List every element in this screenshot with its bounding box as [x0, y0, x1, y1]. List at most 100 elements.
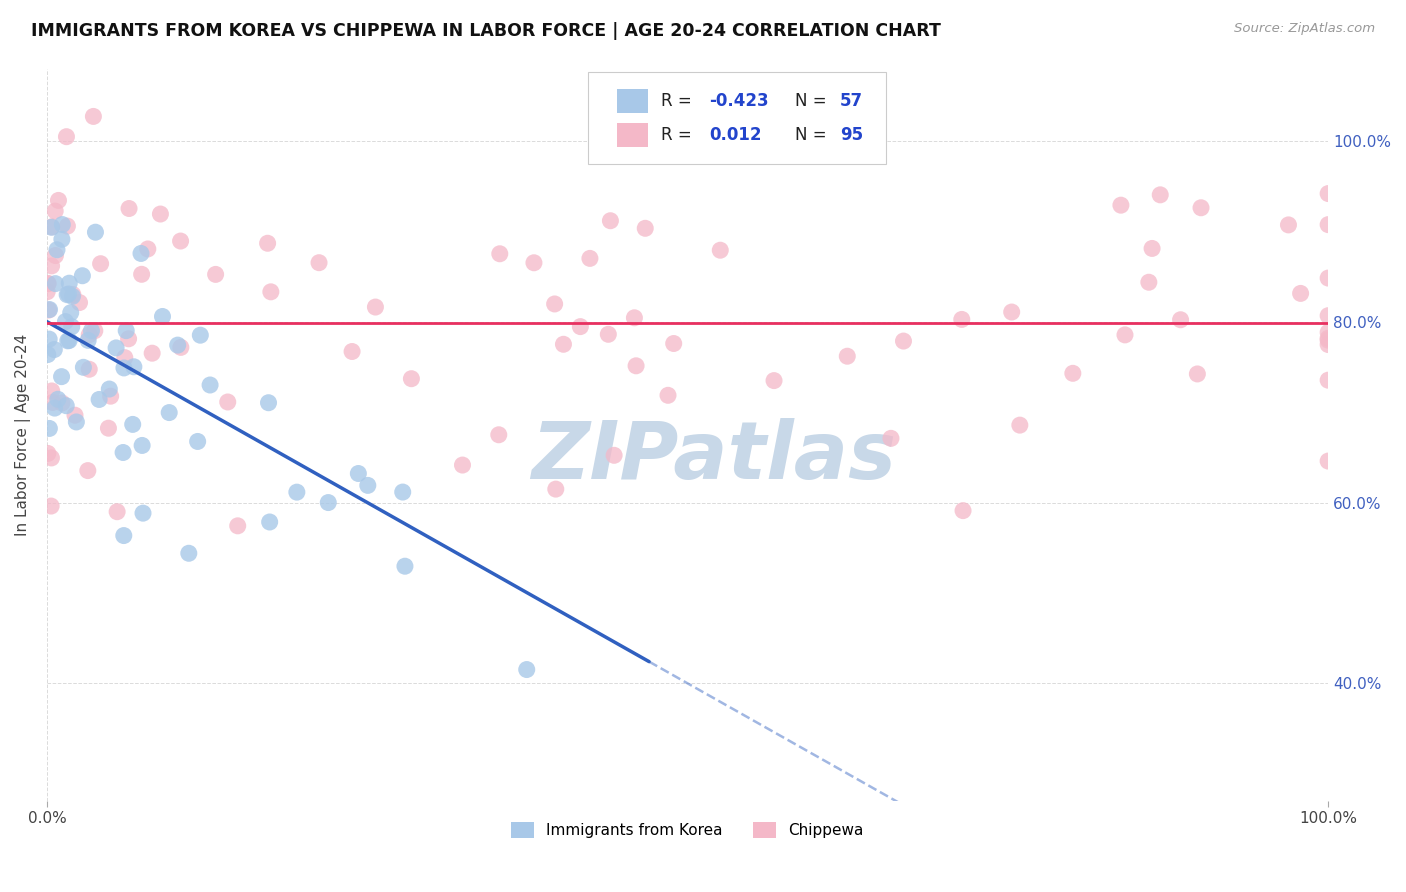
Point [308, 255, 330, 269]
Point [51, 369, 73, 384]
Point [152, 310, 174, 324]
Point [59, 306, 82, 320]
Point [204, 268, 226, 282]
Point [41, 259, 63, 273]
Point [63, 408, 86, 422]
Point [51, 232, 73, 246]
Point [391, 485, 413, 500]
Point [37, 277, 59, 291]
FancyBboxPatch shape [617, 89, 648, 112]
Point [347, 467, 370, 481]
Point [187, 434, 209, 449]
Point [56, 287, 79, 301]
Point [44, 204, 66, 219]
Point [44, 277, 66, 291]
Point [634, 221, 657, 235]
Point [89, 392, 111, 407]
Point [1008, 418, 1031, 433]
Point [1317, 326, 1340, 340]
Point [41, 384, 63, 398]
Point [170, 340, 193, 354]
FancyBboxPatch shape [617, 123, 648, 146]
Point [105, 505, 128, 519]
Point [131, 438, 153, 452]
Point [316, 495, 339, 509]
Point [76, 464, 98, 478]
Text: R =: R = [661, 92, 696, 110]
Point [82, 110, 104, 124]
Point [488, 427, 510, 442]
Text: N =: N = [796, 92, 832, 110]
Point [217, 395, 239, 409]
Text: 57: 57 [839, 92, 863, 110]
Point [37, 285, 59, 299]
Point [516, 663, 538, 677]
Point [157, 406, 180, 420]
Point [579, 252, 602, 266]
Point [1317, 218, 1340, 232]
Point [763, 374, 786, 388]
Point [115, 324, 138, 338]
Text: ZIPatlas: ZIPatlas [530, 417, 896, 496]
Point [38, 421, 60, 435]
Point [55, 129, 77, 144]
Point [97, 421, 120, 435]
Point [569, 319, 592, 334]
Point [149, 207, 172, 221]
Point [1140, 242, 1163, 256]
Point [1289, 286, 1312, 301]
Point [41, 450, 63, 465]
Point [72, 360, 94, 375]
Point [62, 287, 84, 301]
Point [56, 334, 79, 348]
Point [623, 310, 645, 325]
Point [543, 297, 565, 311]
Point [893, 334, 915, 348]
Point [112, 445, 135, 459]
Point [260, 285, 283, 299]
Point [41, 219, 63, 234]
Point [80, 324, 103, 338]
Point [1109, 198, 1132, 212]
Point [112, 528, 135, 542]
Point [837, 349, 859, 363]
Point [56, 219, 79, 233]
Point [603, 448, 626, 462]
Point [1277, 218, 1299, 232]
Point [84, 225, 107, 239]
Point [136, 242, 159, 256]
Point [1317, 373, 1340, 387]
Point [1170, 312, 1192, 326]
Point [1317, 309, 1340, 323]
Point [169, 234, 191, 248]
Text: IMMIGRANTS FROM KOREA VS CHIPPEWA IN LABOR FORCE | AGE 20-24 CORRELATION CHART: IMMIGRANTS FROM KOREA VS CHIPPEWA IN LAB… [31, 22, 941, 40]
Point [1317, 454, 1340, 468]
Point [100, 389, 122, 403]
Point [39, 499, 62, 513]
Point [340, 344, 363, 359]
Text: N =: N = [796, 126, 832, 144]
Point [1114, 327, 1136, 342]
Point [112, 360, 135, 375]
Point [69, 295, 91, 310]
Y-axis label: In Labor Force | Age 20-24: In Labor Force | Age 20-24 [15, 334, 31, 536]
Point [132, 506, 155, 520]
Point [58, 276, 80, 290]
Point [1317, 333, 1340, 347]
Point [77, 327, 100, 342]
Point [46, 392, 69, 407]
Point [44, 401, 66, 416]
FancyBboxPatch shape [588, 72, 886, 164]
Text: 95: 95 [839, 126, 863, 144]
Point [48, 194, 70, 208]
Point [599, 213, 621, 227]
Point [55, 399, 77, 413]
Point [523, 256, 546, 270]
Point [166, 338, 188, 352]
Point [1062, 367, 1084, 381]
Point [83, 324, 105, 338]
Point [1137, 275, 1160, 289]
Point [1317, 331, 1340, 345]
Point [451, 458, 474, 472]
Point [259, 515, 281, 529]
